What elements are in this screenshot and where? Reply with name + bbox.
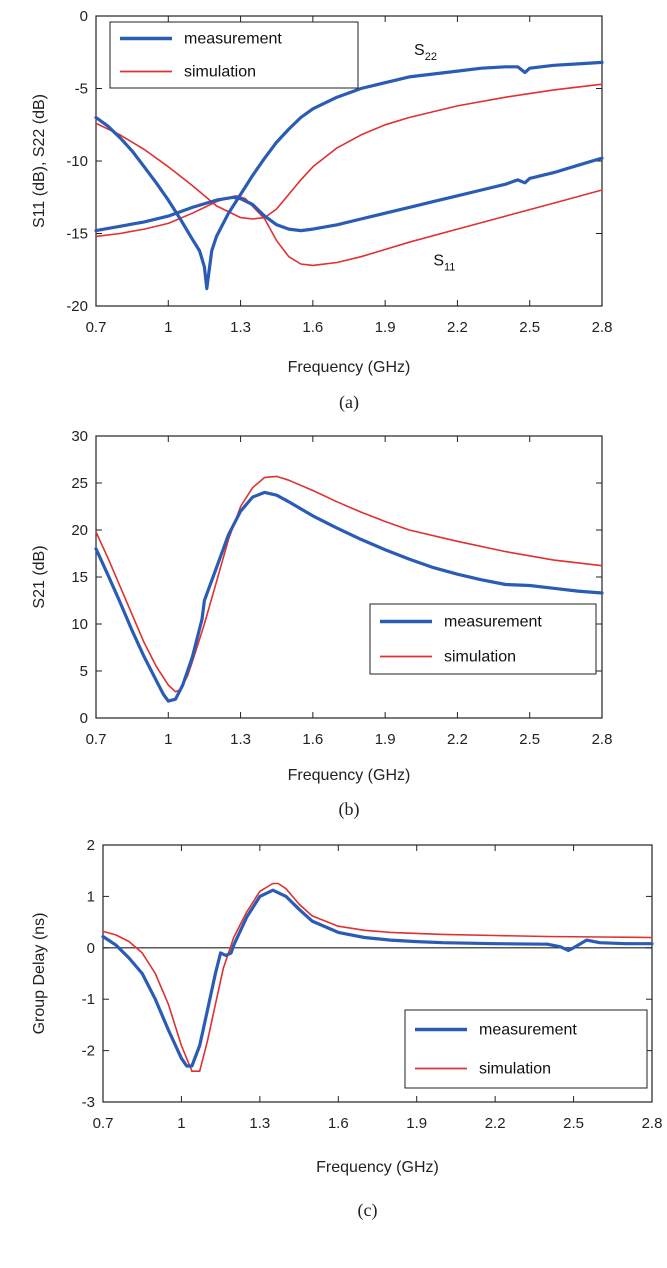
y-axis-label: S21 (dB) [31,545,48,608]
y-tick-label: 10 [71,616,88,633]
y-tick-label: 30 [71,428,88,445]
curve-annotation: S11 [433,252,455,273]
y-tick-label: -1 [82,991,95,1008]
x-tick-label: 2.8 [592,319,613,336]
legend-label-measurement: measurement [184,31,282,48]
x-tick-label: 1 [177,1115,185,1132]
x-tick-label: 1.9 [406,1115,427,1132]
y-tick-label: -15 [66,226,88,243]
x-tick-label: 0.7 [86,731,107,748]
legend-label-simulation: simulation [184,64,256,81]
y-tick-label: 2 [87,837,95,854]
y-tick-label: 0 [80,8,88,25]
legend-label-simulation: simulation [479,1061,551,1078]
y-tick-label: 25 [71,475,88,492]
x-tick-label: 1 [164,731,172,748]
series-line-measurement-s22 [94,60,604,291]
x-axis-label: Frequency (GHz) [288,767,411,784]
panel-caption: (a) [339,392,359,413]
x-axis-label: Frequency (GHz) [316,1159,439,1176]
y-tick-label: 20 [71,522,88,539]
x-axis-label: Frequency (GHz) [288,359,411,376]
x-tick-label: 1.3 [230,731,251,748]
x-tick-label: 1 [164,319,172,336]
y-axis-label: Group Delay (ns) [31,913,48,1035]
x-tick-label: 2.2 [485,1115,506,1132]
legend: measurement simulation [109,21,359,89]
chart-panel-b: 0.7 1 1.3 1.6 1.9 2.2 2.5 2.8 0 5 10 15 20 25 30 Freque… [31,428,612,820]
panel-caption: (b) [339,799,360,820]
x-tick-label: 2.8 [642,1115,663,1132]
x-tick-label: 2.2 [447,731,468,748]
y-tick-label: -5 [75,81,88,98]
y-tick-label: -3 [82,1094,95,1111]
series-line-measurement [101,888,654,1068]
y-tick-label: 0 [87,940,95,957]
x-tick-label: 1.6 [302,731,323,748]
x-tick-label: 2.5 [519,731,540,748]
x-tick-label: 1.6 [302,319,323,336]
legend-label-measurement: measurement [479,1022,577,1039]
x-tick-label: 1.3 [249,1115,270,1132]
series-line-measurement [94,490,604,703]
y-tick-label: -2 [82,1043,95,1060]
x-tick-label: 2.5 [563,1115,584,1132]
legend-label-measurement: measurement [444,614,542,631]
curve-annotation: S22 [414,42,437,63]
series-line-simulation [102,882,653,1072]
x-tick-label: 2.8 [592,731,613,748]
y-tick-label: -10 [66,153,88,170]
y-axis-label: S11 (dB), S22 (dB) [31,94,48,228]
legend-box [109,21,359,89]
y-tick-label: 0 [80,710,88,727]
y-tick-label: 1 [87,888,95,905]
series-line-simulation-s22 [95,83,603,220]
x-tick-label: 0.7 [93,1115,114,1132]
legend-label-simulation: simulation [444,649,516,666]
legend-box [369,603,597,675]
chart-panel-a: 0.7 1 1.3 1.6 1.9 2.2 2.5 2.8 0 -5 -10 -15 -20 Freque… [31,8,612,413]
y-tick-label: -20 [66,298,88,315]
x-tick-label: 0.7 [86,319,107,336]
y-tick-label: 15 [71,569,88,586]
series-line-measurement-s11 [94,156,604,233]
x-tick-label: 1.9 [375,731,396,748]
x-tick-label: 1.3 [230,319,251,336]
legend: measurement simulation [369,603,597,675]
y-tick-label: 5 [80,663,88,680]
series-line-simulation-s11 [95,189,603,267]
chart-panel-c: 0.7 1 1.3 1.6 1.9 2.2 2.5 2.8 2 1 0 -1 -2 -3 Frequency… [31,837,662,1221]
legend-box [404,1009,648,1089]
plot-frame [95,435,603,719]
x-tick-label: 1.6 [328,1115,349,1132]
plot-frame [102,844,653,1103]
x-tick-label: 2.2 [447,319,468,336]
legend: measurement simulation [404,1009,648,1089]
x-tick-label: 1.9 [375,319,396,336]
x-tick-label: 2.5 [519,319,540,336]
panel-caption: (c) [358,1200,378,1221]
